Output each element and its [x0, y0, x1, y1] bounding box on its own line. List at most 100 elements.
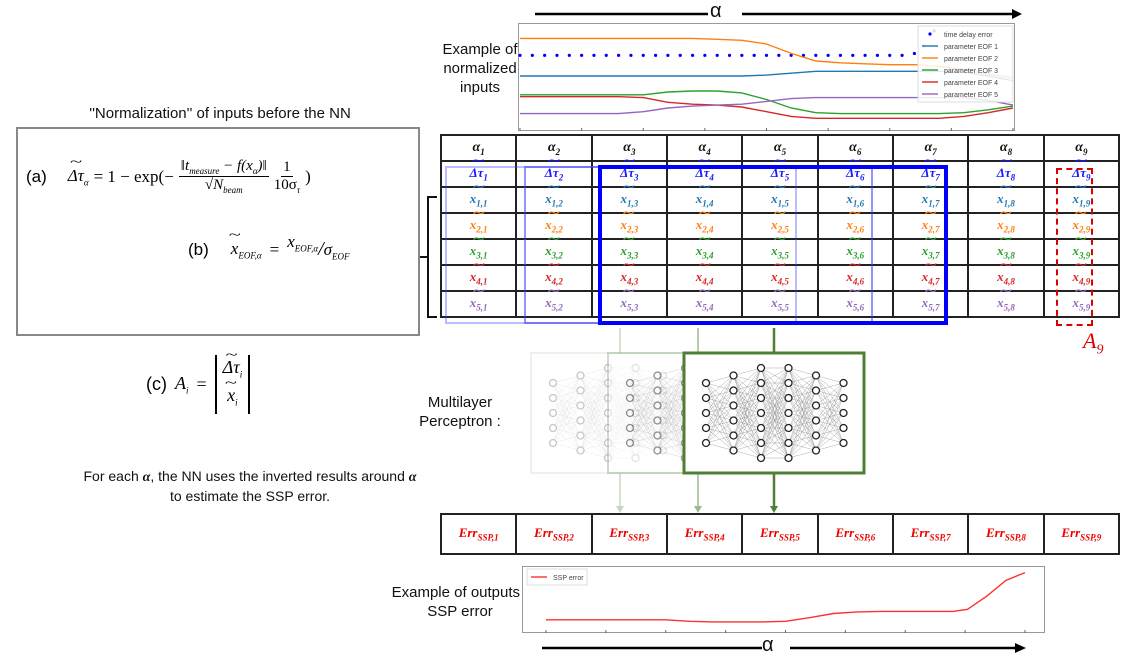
data-point [690, 53, 695, 57]
mlp-edge [580, 367, 609, 451]
ssp-error-cell: ErrSSP,1 [439, 513, 518, 555]
mlp-edge [705, 375, 734, 444]
data-point [752, 53, 756, 57]
neuron [701, 393, 711, 403]
legend-label: time delay error [944, 32, 993, 39]
neuron [756, 363, 766, 373]
err: Err [910, 525, 930, 541]
neuron [811, 401, 821, 410]
neuron [625, 438, 635, 448]
mlp-edge [629, 442, 658, 451]
sub: SSP,1 [477, 532, 499, 543]
sub: 1,2 [551, 198, 563, 209]
data-point [530, 53, 534, 57]
bracket [420, 196, 437, 318]
data-point [592, 53, 596, 57]
neuron [729, 446, 738, 455]
neuron [784, 438, 793, 448]
mlp-edge [788, 450, 817, 459]
x-tilde: x [231, 239, 239, 259]
mlp-edge [788, 367, 817, 376]
sub: 2,8 [1003, 224, 1015, 235]
neuron [625, 378, 635, 388]
mlp-edge [580, 390, 609, 399]
a-symbol: A [1083, 328, 1097, 353]
series-line [520, 90, 1014, 115]
mlp-edge [580, 405, 609, 414]
sub: 4 [706, 146, 711, 157]
fraction-1: ‖tmeasure − f(xα)‖ √Nbeam [178, 158, 269, 195]
formula-box [16, 127, 420, 336]
sub: 4,1 [476, 276, 488, 287]
mlp-edge [552, 382, 581, 421]
mlp-edge [552, 412, 581, 451]
neuron [756, 378, 766, 388]
sub: SSP,3 [628, 532, 650, 543]
mlp-edge [815, 382, 844, 421]
neuron [548, 378, 558, 388]
mlp-edge [580, 427, 609, 436]
sub: i [186, 385, 189, 396]
table-cell: x5,6 [816, 290, 894, 318]
sub: SSP,8 [1004, 532, 1026, 543]
text: , the NN uses the inverted results aroun… [150, 468, 409, 484]
symbol: x4,7 [922, 269, 940, 287]
sub: 6 [856, 146, 862, 157]
data-point [740, 53, 744, 57]
table-cell: x5,1 [439, 290, 518, 318]
mlp-edge [705, 390, 734, 444]
mlp-edge [657, 397, 686, 451]
mlp-edge [580, 375, 609, 429]
mlp-edge [580, 375, 609, 399]
mlp-edge [705, 375, 734, 414]
sub: 5 [781, 146, 787, 157]
err: Err [835, 525, 855, 541]
sub: 3 [634, 172, 639, 183]
symbol: Δτ2 [545, 165, 563, 183]
symbol: x3,9 [1072, 243, 1090, 261]
table-cell: Δτ8 [967, 160, 1045, 188]
sub: 4,7 [928, 276, 940, 287]
data-point [826, 53, 830, 57]
mlp-edge [580, 382, 609, 391]
sub: SSP,6 [854, 532, 876, 543]
symbol: x5,5 [771, 295, 789, 313]
mlp-edge [629, 420, 658, 444]
mlp-edge [580, 405, 609, 444]
mlp-edge [733, 367, 762, 451]
mlp-edge [629, 375, 658, 384]
alpha-header: α2 [515, 134, 593, 162]
symbol: x5,9 [1072, 295, 1090, 313]
data-point [555, 53, 559, 57]
sub: beam [223, 185, 243, 195]
neuron [839, 408, 848, 418]
mlp-edge [760, 397, 789, 459]
mlp-edge [552, 405, 581, 429]
symbol: x3,3 [620, 243, 638, 261]
mlp-edge [657, 412, 686, 451]
neuron [653, 386, 662, 395]
mlp-edge [580, 382, 609, 436]
data-point [838, 53, 843, 57]
sub: 4,5 [777, 276, 789, 287]
neuron [784, 378, 793, 388]
neuron [756, 393, 766, 403]
neuron [756, 438, 766, 448]
table-cell: x5,5 [741, 290, 819, 318]
mlp-edge [657, 367, 686, 436]
sub: 3,5 [777, 250, 789, 261]
neuron [576, 416, 585, 425]
sub: EOF,α [238, 250, 262, 261]
symbol: Δτ8 [997, 165, 1015, 183]
mlp-edge [733, 367, 762, 376]
num: − f(x [219, 158, 253, 174]
formula-a: (a) Δτα = 1 − exp(− ‖tmeasure − f(xα)‖ √… [26, 158, 311, 195]
err: Err [986, 525, 1005, 541]
neuron [729, 416, 738, 425]
mlp-label: Multilayer Perceptron : [419, 394, 501, 430]
mlp-edge [733, 450, 762, 459]
mlp-edge [760, 382, 789, 459]
neuron [548, 423, 558, 433]
formula-b: (b) xEOF,α = xEOF,α/σEOF [188, 232, 350, 261]
mlp-edge [815, 442, 844, 451]
